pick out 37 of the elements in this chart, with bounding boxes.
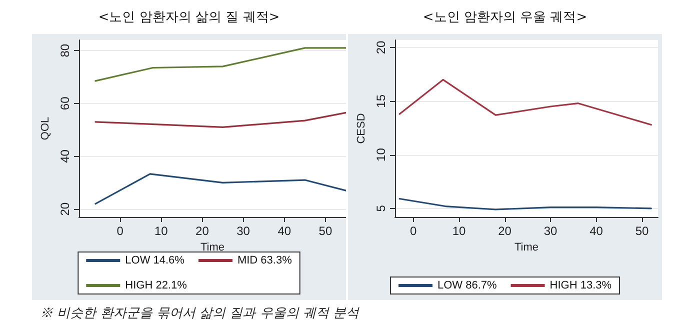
legend-label: HIGH 22.1% <box>125 280 188 292</box>
y-tick-label: 60 <box>58 96 72 110</box>
y-tick-label: 10 <box>374 148 388 162</box>
x-axis-title: Time <box>200 241 225 254</box>
line-series <box>398 78 652 126</box>
y-tick-label: 40 <box>58 149 72 163</box>
x-tick-label: 50 <box>318 224 332 238</box>
line-series <box>94 173 346 205</box>
y-tick-label: 20 <box>58 202 72 216</box>
x-tick-label: 20 <box>196 224 210 238</box>
y-tick-label: 15 <box>374 94 388 108</box>
x-tick-label: 30 <box>236 224 250 238</box>
chart-title: <노인 암환자의 삶의 질 궤적> <box>98 10 280 25</box>
legend-label: HIGH 13.3% <box>550 280 612 292</box>
x-tick-label: 0 <box>410 224 417 238</box>
text: ※ 비슷한 환자군을 묶어서 삶의 질과 우울의 궤적 분석 <box>40 305 360 322</box>
legend-label: LOW 14.6% <box>125 254 185 266</box>
x-tick-label: 10 <box>154 224 168 238</box>
chart-title: <노인 암환자의 우울 궤적> <box>422 10 588 25</box>
y-tick-label: 80 <box>58 44 72 58</box>
x-tick-label: 30 <box>544 224 558 238</box>
line-series <box>94 112 346 128</box>
line-series <box>398 198 652 210</box>
y-tick-label: 20 <box>374 40 388 54</box>
legend-label: LOW 86.7% <box>437 280 497 292</box>
y-axis-title: CESD <box>356 113 368 144</box>
y-axis-title: QOL <box>40 116 52 140</box>
x-tick-label: 40 <box>590 224 604 238</box>
x-tick-label: 0 <box>116 224 124 238</box>
x-tick-label: 50 <box>635 224 649 238</box>
x-tick-label: 20 <box>498 224 512 238</box>
y-tick-label: 5 <box>374 204 388 212</box>
legend-label: MID 63.3% <box>237 254 292 266</box>
line-series <box>94 47 346 82</box>
x-tick-label: 10 <box>452 224 466 238</box>
x-tick-label: 40 <box>278 224 292 238</box>
x-axis-title: Time <box>514 241 539 254</box>
